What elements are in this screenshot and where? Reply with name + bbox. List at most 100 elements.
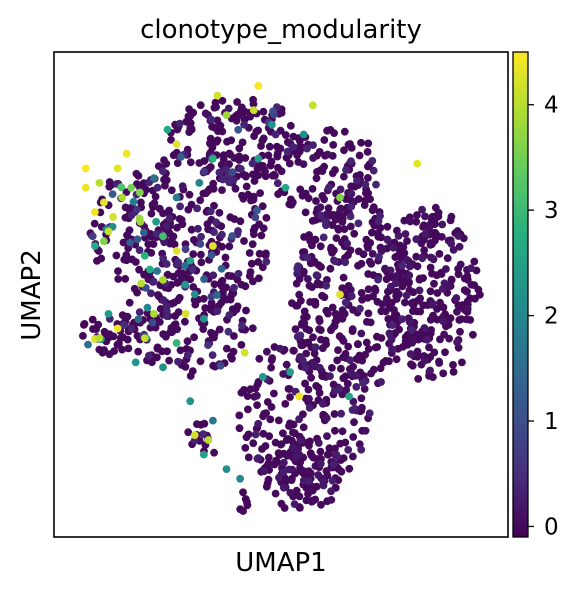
scatter-point [331, 426, 339, 435]
scatter-point [80, 320, 89, 328]
scatter-point [289, 420, 298, 429]
scatter-point [291, 325, 300, 333]
scatter-point [359, 379, 367, 387]
scatter-point [332, 234, 341, 243]
scatter-point [279, 467, 288, 476]
scatter-point [229, 176, 238, 185]
scatter-point [346, 212, 355, 221]
scatter-point [240, 120, 249, 129]
scatter-point [406, 350, 415, 358]
scatter-point [255, 354, 264, 363]
scatter-point [117, 183, 126, 192]
scatter-point [329, 380, 338, 389]
scatter-point [326, 445, 334, 454]
scatter-point [316, 364, 324, 372]
scatter-point [225, 311, 234, 319]
scatter-point [323, 150, 332, 159]
scatter-point [209, 154, 217, 163]
scatter-point [200, 419, 209, 428]
scatter-point [414, 375, 423, 383]
scatter-point [127, 183, 136, 192]
scatter-point [446, 216, 455, 225]
scatter-point [267, 363, 275, 372]
scatter-point [357, 259, 366, 268]
scatter-point [316, 203, 325, 212]
scatter-point [290, 500, 299, 508]
scatter-point [310, 235, 319, 244]
scatter-point [325, 183, 333, 192]
scatter-point [320, 195, 328, 204]
scatter-point [104, 227, 113, 236]
scatter-point [277, 109, 286, 117]
scatter-point [328, 476, 337, 485]
scatter-point [260, 467, 268, 476]
scatter-point [253, 206, 261, 215]
scatter-point [235, 424, 244, 433]
scatter-point [293, 264, 302, 273]
scatter-point [240, 348, 249, 357]
scatter-point [328, 248, 336, 257]
scatter-point [364, 189, 372, 198]
scatter-point [127, 324, 136, 333]
scatter-point [343, 379, 352, 388]
scatter-point [243, 392, 252, 400]
scatter-point [295, 137, 304, 145]
scatter-point [375, 253, 383, 261]
scatter-point [301, 208, 310, 217]
scatter-point [363, 242, 372, 250]
scatter-point [219, 288, 227, 297]
scatter-point [262, 482, 271, 491]
scatter-point [386, 266, 395, 275]
scatter-point [284, 385, 293, 393]
scatter-point [165, 214, 174, 223]
scatter-point [379, 358, 388, 367]
scatter-point [222, 111, 231, 119]
scatter-point [309, 333, 317, 342]
scatter-point [361, 350, 370, 359]
scatter-point [462, 315, 471, 324]
scatter-point [306, 259, 315, 268]
scatter-point [398, 315, 407, 323]
scatter-point [354, 219, 363, 228]
scatter-point [267, 356, 276, 365]
scatter-point [316, 211, 325, 220]
scatter-point [183, 337, 192, 346]
scatter-point [408, 337, 417, 345]
scatter-point [305, 326, 314, 335]
scatter-point [260, 409, 269, 418]
scatter-point [322, 221, 330, 230]
scatter-point [437, 233, 446, 241]
scatter-point [341, 258, 350, 267]
scatter-point [178, 182, 187, 191]
scatter-point [222, 465, 231, 473]
scatter-point [338, 306, 347, 314]
scatter-point [276, 440, 285, 449]
scatter-point [286, 488, 295, 497]
scatter-point [209, 361, 218, 370]
scatter-point [469, 330, 477, 339]
scatter-point [204, 436, 213, 444]
scatter-point [171, 320, 180, 329]
scatter-point [251, 430, 260, 439]
scatter-point [407, 326, 416, 334]
scatter-point [258, 373, 267, 381]
scatter-point [368, 250, 377, 258]
scatter-point [315, 389, 324, 397]
scatter-point [159, 254, 168, 263]
scatter-point [336, 205, 345, 214]
scatter-point [143, 309, 152, 318]
scatter-point [236, 217, 245, 226]
scatter-point [387, 335, 396, 344]
scatter-point [189, 283, 198, 291]
scatter-point [237, 103, 246, 112]
scatter-point [413, 159, 422, 168]
scatter-point [170, 298, 179, 307]
scatter-point [135, 246, 144, 255]
scatter-point [395, 290, 403, 299]
scatter-point [302, 349, 311, 358]
scatter-point [353, 177, 361, 185]
scatter-point [183, 351, 192, 359]
scatter-point [282, 153, 291, 162]
scatter-point [218, 186, 226, 195]
scatter-point [182, 345, 191, 353]
